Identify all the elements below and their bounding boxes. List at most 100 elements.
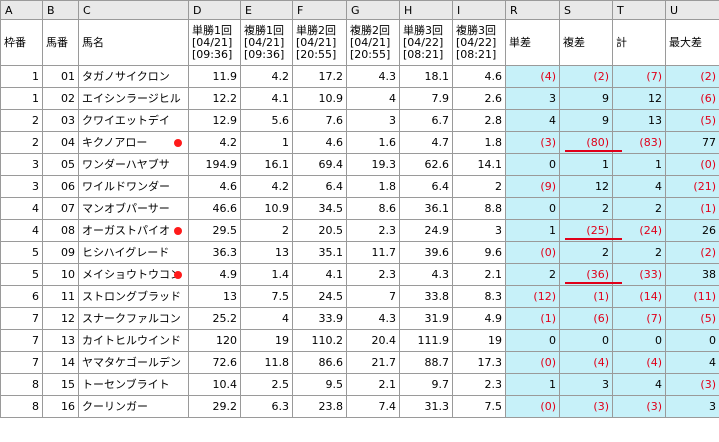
cell-frame[interactable]: 3: [0, 153, 43, 176]
cell-r[interactable]: (9): [505, 175, 560, 198]
cell-s[interactable]: 1: [559, 153, 613, 176]
cell-s[interactable]: (3): [559, 395, 613, 418]
cell-t[interactable]: (83): [612, 131, 666, 154]
cell-e[interactable]: 6.3: [240, 395, 293, 418]
cell-r[interactable]: 4: [505, 109, 560, 132]
cell-no[interactable]: 09: [42, 241, 79, 264]
col-letter-u[interactable]: U: [665, 0, 719, 20]
cell-r[interactable]: (1): [505, 307, 560, 330]
cell-i[interactable]: 1.8: [452, 131, 506, 154]
cell-name[interactable]: エイシンラージヒル: [78, 87, 189, 110]
cell-frame[interactable]: 8: [0, 395, 43, 418]
cell-no[interactable]: 16: [42, 395, 79, 418]
cell-frame[interactable]: 4: [0, 219, 43, 242]
cell-r[interactable]: 1: [505, 219, 560, 242]
cell-frame[interactable]: 5: [0, 263, 43, 286]
cell-d[interactable]: 29.2: [188, 395, 241, 418]
cell-u[interactable]: (2): [665, 65, 719, 88]
col-letter-h[interactable]: H: [399, 0, 453, 20]
cell-t[interactable]: 1: [612, 153, 666, 176]
col-letter-d[interactable]: D: [188, 0, 241, 20]
cell-e[interactable]: 4: [240, 307, 293, 330]
header-max-diff[interactable]: 最大差: [665, 19, 719, 66]
cell-s[interactable]: 0: [559, 329, 613, 352]
cell-frame[interactable]: 2: [0, 131, 43, 154]
cell-d[interactable]: 194.9: [188, 153, 241, 176]
cell-t[interactable]: 4: [612, 373, 666, 396]
col-letter-i[interactable]: I: [452, 0, 506, 20]
cell-r[interactable]: 0: [505, 329, 560, 352]
cell-e[interactable]: 16.1: [240, 153, 293, 176]
cell-s[interactable]: 2: [559, 197, 613, 220]
cell-t[interactable]: 13: [612, 109, 666, 132]
cell-no[interactable]: 03: [42, 109, 79, 132]
cell-g[interactable]: 3: [346, 109, 400, 132]
cell-h[interactable]: 7.9: [399, 87, 453, 110]
cell-h[interactable]: 4.7: [399, 131, 453, 154]
cell-no[interactable]: 07: [42, 197, 79, 220]
cell-f[interactable]: 33.9: [292, 307, 347, 330]
cell-e[interactable]: 1: [240, 131, 293, 154]
cell-frame[interactable]: 2: [0, 109, 43, 132]
header-frame[interactable]: 枠番: [0, 19, 43, 66]
cell-g[interactable]: 20.4: [346, 329, 400, 352]
cell-name[interactable]: オーガストパイオ: [78, 219, 189, 242]
cell-h[interactable]: 6.4: [399, 175, 453, 198]
cell-i[interactable]: 8.8: [452, 197, 506, 220]
cell-d[interactable]: 29.5: [188, 219, 241, 242]
cell-t[interactable]: (7): [612, 65, 666, 88]
cell-u[interactable]: 0: [665, 329, 719, 352]
cell-frame[interactable]: 4: [0, 197, 43, 220]
cell-h[interactable]: 4.3: [399, 263, 453, 286]
cell-name[interactable]: カイトヒルウインド: [78, 329, 189, 352]
cell-e[interactable]: 19: [240, 329, 293, 352]
cell-h[interactable]: 33.8: [399, 285, 453, 308]
cell-i[interactable]: 3: [452, 219, 506, 242]
cell-d[interactable]: 72.6: [188, 351, 241, 374]
cell-s[interactable]: (80): [559, 131, 613, 154]
cell-no[interactable]: 02: [42, 87, 79, 110]
cell-r[interactable]: 2: [505, 263, 560, 286]
cell-s[interactable]: (6): [559, 307, 613, 330]
col-letter-t[interactable]: T: [612, 0, 666, 20]
cell-e[interactable]: 5.6: [240, 109, 293, 132]
header-win1[interactable]: 単勝1回 [04/21] [09:36]: [188, 19, 241, 66]
header-horse-no[interactable]: 馬番: [42, 19, 79, 66]
header-place2[interactable]: 複勝2回 [04/21] [20:55]: [346, 19, 400, 66]
cell-r[interactable]: 1: [505, 373, 560, 396]
cell-s[interactable]: (1): [559, 285, 613, 308]
cell-r[interactable]: (4): [505, 65, 560, 88]
cell-f[interactable]: 35.1: [292, 241, 347, 264]
cell-f[interactable]: 110.2: [292, 329, 347, 352]
header-place-diff[interactable]: 複差: [559, 19, 613, 66]
cell-f[interactable]: 7.6: [292, 109, 347, 132]
col-letter-c[interactable]: C: [78, 0, 189, 20]
cell-no[interactable]: 06: [42, 175, 79, 198]
col-letter-a[interactable]: A: [0, 0, 43, 20]
cell-i[interactable]: 4.6: [452, 65, 506, 88]
cell-g[interactable]: 11.7: [346, 241, 400, 264]
cell-i[interactable]: 2.3: [452, 373, 506, 396]
cell-d[interactable]: 46.6: [188, 197, 241, 220]
cell-g[interactable]: 8.6: [346, 197, 400, 220]
cell-g[interactable]: 4.3: [346, 307, 400, 330]
cell-f[interactable]: 4.1: [292, 263, 347, 286]
cell-t[interactable]: 0: [612, 329, 666, 352]
cell-d[interactable]: 4.9: [188, 263, 241, 286]
cell-h[interactable]: 24.9: [399, 219, 453, 242]
cell-no[interactable]: 05: [42, 153, 79, 176]
cell-no[interactable]: 08: [42, 219, 79, 242]
cell-name[interactable]: キクノアロー: [78, 131, 189, 154]
cell-i[interactable]: 14.1: [452, 153, 506, 176]
cell-e[interactable]: 10.9: [240, 197, 293, 220]
cell-name[interactable]: ヤマタケゴールデン: [78, 351, 189, 374]
cell-name[interactable]: スナークファルコン: [78, 307, 189, 330]
cell-f[interactable]: 6.4: [292, 175, 347, 198]
cell-frame[interactable]: 8: [0, 373, 43, 396]
cell-g[interactable]: 2.1: [346, 373, 400, 396]
cell-f[interactable]: 17.2: [292, 65, 347, 88]
cell-g[interactable]: 1.6: [346, 131, 400, 154]
cell-name[interactable]: ヒシハイグレード: [78, 241, 189, 264]
cell-f[interactable]: 34.5: [292, 197, 347, 220]
cell-g[interactable]: 4.3: [346, 65, 400, 88]
